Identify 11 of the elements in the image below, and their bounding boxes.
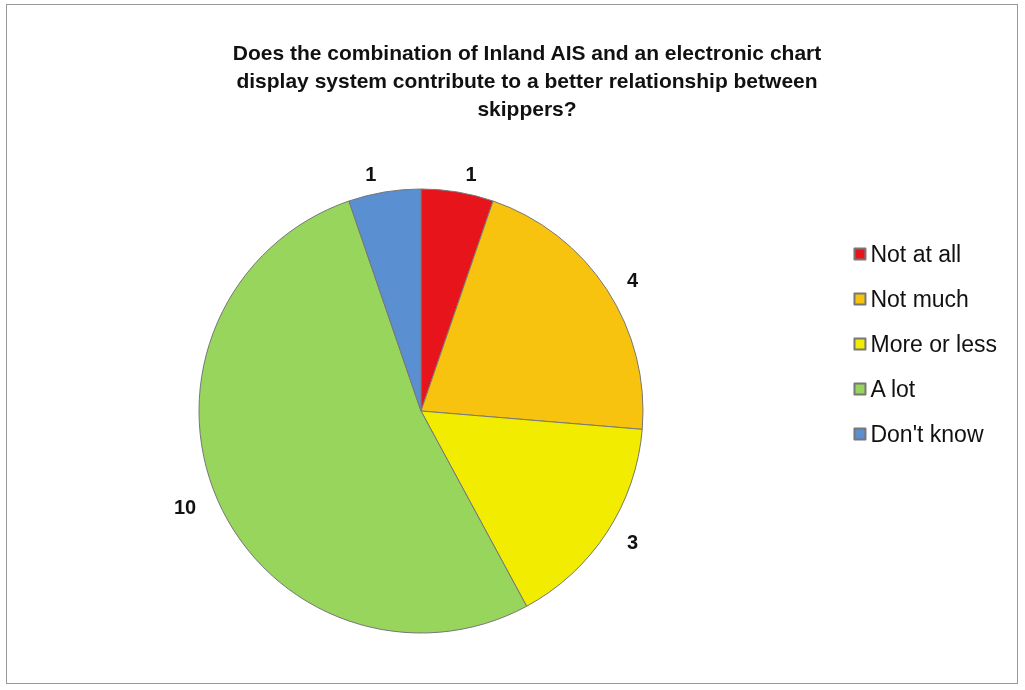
legend-label: Don't know bbox=[870, 421, 984, 447]
data-label: 4 bbox=[626, 268, 639, 291]
data-label: 1 bbox=[365, 163, 377, 186]
data-label: 1 bbox=[465, 163, 477, 186]
legend-label: More or less bbox=[870, 331, 998, 357]
data-label: 10 bbox=[173, 496, 197, 519]
legend-label: A lot bbox=[870, 376, 916, 402]
legend-label: Not much bbox=[870, 286, 969, 312]
chart-title: Does the combination of Inland AIS and an electronic chart display system contribute to a better relationship between skippers? bbox=[232, 40, 822, 120]
legend-label: Not at all bbox=[870, 241, 962, 267]
data-label: 3 bbox=[626, 531, 639, 554]
